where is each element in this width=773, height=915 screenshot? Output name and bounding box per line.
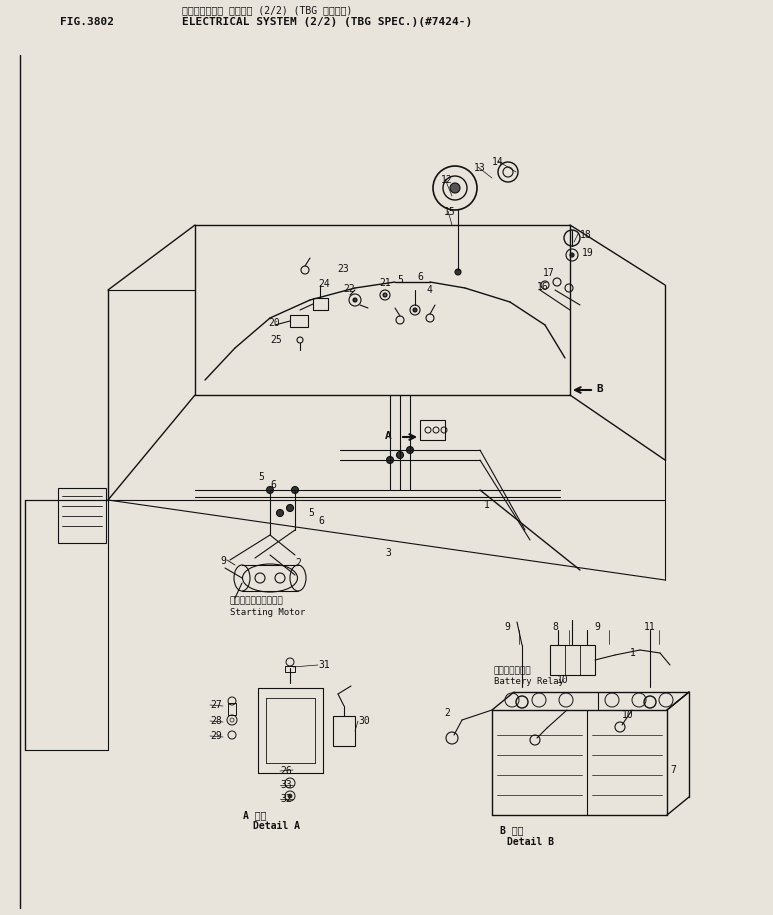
Text: 13: 13 [474,163,485,173]
Bar [290,315,308,327]
Bar [285,666,295,672]
Text: 31: 31 [318,660,330,670]
Text: ELECTRICAL SYSTEM (2/2) (TBG SPEC.)(#7424-): ELECTRICAL SYSTEM (2/2) (TBG SPEC.)(#742… [182,17,472,27]
Text: 12: 12 [441,175,453,185]
Text: 22: 22 [343,284,355,294]
Text: Detail B: Detail B [507,837,554,847]
Text: B: B [596,384,603,394]
Text: 21: 21 [379,278,390,288]
Text: 6: 6 [417,272,423,282]
Circle shape [277,510,284,516]
Text: 5: 5 [397,275,403,285]
Text: 2: 2 [295,558,301,568]
Text: 18: 18 [580,230,592,240]
Text: 1: 1 [630,648,636,658]
Text: 4: 4 [427,285,433,295]
Text: スターティングモータ: スターティングモータ [230,596,284,605]
Text: 2: 2 [444,708,450,718]
Text: A 詳細: A 詳細 [243,810,267,820]
Text: 32: 32 [280,794,291,804]
Text: 29: 29 [210,731,222,741]
Circle shape [386,457,393,464]
Text: 10: 10 [557,675,569,685]
Text: Starting Motor: Starting Motor [230,608,305,617]
Circle shape [450,183,460,193]
Text: 5: 5 [308,508,314,518]
Circle shape [287,504,294,511]
Text: Detail A: Detail A [253,821,300,831]
Text: 27: 27 [210,700,222,710]
Text: 1: 1 [484,500,490,510]
Text: 11: 11 [644,622,656,632]
Text: 25: 25 [270,335,281,345]
Text: 14: 14 [492,157,504,167]
Text: 24: 24 [318,279,330,289]
Bar [313,298,328,310]
Circle shape [291,487,298,493]
Circle shape [455,269,461,275]
Bar [333,716,355,746]
Text: 3: 3 [385,548,391,558]
Text: 10: 10 [622,710,634,720]
Text: 20: 20 [268,318,280,328]
Circle shape [413,308,417,312]
Text: 5: 5 [258,472,264,482]
Text: 28: 28 [210,716,222,726]
Circle shape [288,794,292,798]
Circle shape [353,298,357,302]
Text: 9: 9 [594,622,600,632]
Text: A: A [385,431,392,441]
Text: エレクトリカル システム (2/2) (TBG スペック): エレクトリカル システム (2/2) (TBG スペック) [182,5,352,15]
Text: Battery Relay: Battery Relay [494,677,564,686]
Circle shape [397,451,404,458]
Text: 30: 30 [358,716,369,726]
Circle shape [267,487,274,493]
Text: 23: 23 [337,264,349,274]
Text: FIG.3802: FIG.3802 [60,17,114,27]
Bar [228,703,236,715]
Text: 6: 6 [318,516,324,526]
Text: 33: 33 [280,780,291,790]
Text: B 詳細: B 詳細 [500,825,523,835]
Text: 26: 26 [280,766,291,776]
Text: バッテリリレー: バッテリリレー [494,666,532,675]
Circle shape [570,253,574,257]
Text: 8: 8 [552,622,558,632]
Bar [58,488,106,543]
Text: 9: 9 [220,556,226,566]
Text: 9: 9 [504,622,510,632]
Text: 15: 15 [444,207,456,217]
Bar [550,645,595,675]
Circle shape [383,293,387,297]
Circle shape [407,447,414,454]
Text: 6: 6 [270,480,276,490]
Text: 16: 16 [537,282,549,292]
Text: 17: 17 [543,268,555,278]
Text: 7: 7 [670,765,676,775]
Text: 19: 19 [582,248,594,258]
Bar [420,420,445,440]
